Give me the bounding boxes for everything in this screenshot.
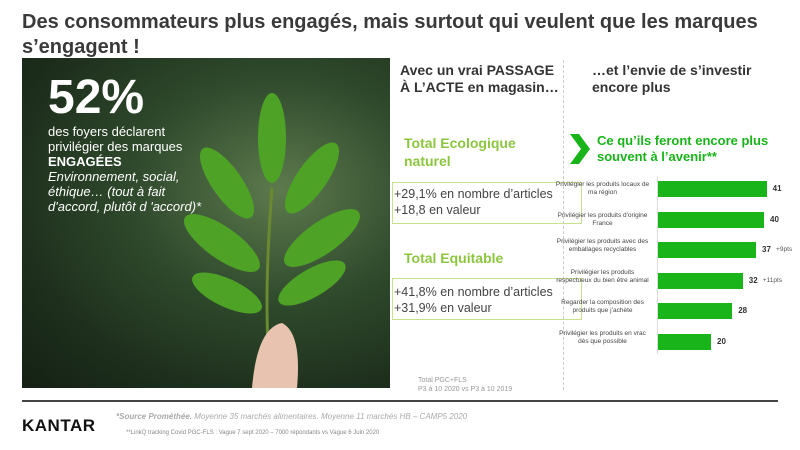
bar-value: 40: [770, 214, 779, 224]
source-bold: *Source Prométhée.: [116, 412, 193, 421]
bar-value: 20: [717, 336, 726, 346]
bar-label: Privilégier les produits avec des emball…: [556, 238, 649, 253]
bar-label: Privilégier les produits locaux de ma ré…: [555, 181, 650, 196]
source-note-2: **LinkQ tracking Covid PGC-FLS : Vague 7…: [126, 430, 380, 436]
bar-label: Privilégier les produits respectueux du …: [556, 268, 649, 284]
group-box: [392, 182, 582, 224]
bar: [658, 181, 767, 197]
group-title: Total Ecologique naturel: [404, 135, 516, 169]
metric: +41,8% en nombre d’articles: [394, 285, 553, 299]
stat-value: 52%: [48, 71, 145, 124]
note: P3 à 10 2020 vs P3 à 10 2019: [418, 386, 513, 393]
page-title: Des consommateurs plus engagés, mais sur…: [22, 11, 758, 58]
bar: [658, 303, 733, 319]
chart-axis: [657, 176, 658, 354]
note: Total PGC+FLS: [418, 377, 467, 384]
bar-value: 28: [738, 306, 748, 315]
right-heading: …et l’envie de s’investir encore plus: [592, 62, 752, 95]
column-divider: [563, 60, 564, 390]
stat-description: des foyers déclarent privilégier des mar…: [48, 124, 218, 214]
bar: [658, 272, 743, 289]
chevron-right-icon: [570, 134, 590, 164]
bar-value: 32: [748, 275, 758, 285]
metric: +31,9% en valeur: [394, 301, 492, 315]
bar-delta: +11pts: [762, 276, 783, 284]
bar: [658, 242, 757, 258]
leaf-photo: [22, 58, 390, 388]
bar-label: Privilégier les produits en vrac dès que…: [559, 329, 646, 345]
bar-value: 37: [762, 245, 771, 254]
bar-label: Regarder la composition des produits que…: [561, 299, 644, 314]
metric: +18,8 en valeur: [394, 203, 481, 217]
bar-label: Privilégier les produits d'origine Franc…: [557, 211, 648, 227]
kantar-logo: KANTAR: [22, 416, 96, 435]
group-box: [392, 278, 582, 320]
source-note: *Source Prométhée. Moyenne 35 marchés al…: [116, 412, 467, 421]
middle-heading: Avec un vrai PASSAGE À L’ACTE en magasin…: [400, 62, 559, 95]
stat-emphasis: ENGAGÉES: [48, 154, 122, 169]
metric: +29,1% en nombre d’articles: [394, 187, 553, 201]
source-rest: Moyenne 35 marchés alimentaires. Moyenne…: [192, 412, 468, 421]
group-title: Total Equitable: [404, 250, 504, 266]
chart-title: Ce qu’ils feront encore plus souvent à l…: [597, 133, 769, 164]
bar: [658, 333, 711, 350]
footer-divider: [22, 400, 778, 402]
bar-value: 41: [772, 184, 782, 193]
leaf-illustration: [184, 93, 360, 388]
bar: [658, 211, 764, 228]
stat-italic: Environnement, social, éthique… (tout à …: [48, 169, 202, 214]
stat-line: des foyers déclarent privilégier des mar…: [48, 124, 183, 154]
bar-delta: +9pts: [776, 246, 793, 253]
